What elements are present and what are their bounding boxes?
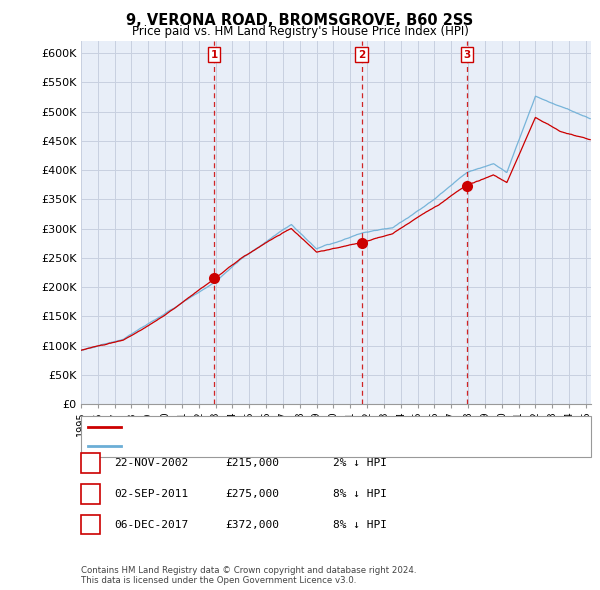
Text: 22-NOV-2002: 22-NOV-2002 [114,458,188,468]
Text: 1: 1 [211,50,218,60]
Text: 8% ↓ HPI: 8% ↓ HPI [333,520,387,529]
Text: £215,000: £215,000 [225,458,279,468]
Text: 2: 2 [86,487,95,500]
Text: 3: 3 [86,518,95,531]
Text: Contains HM Land Registry data © Crown copyright and database right 2024.
This d: Contains HM Land Registry data © Crown c… [81,566,416,585]
Text: 06-DEC-2017: 06-DEC-2017 [114,520,188,529]
Text: 2% ↓ HPI: 2% ↓ HPI [333,458,387,468]
Text: £275,000: £275,000 [225,489,279,499]
Text: Price paid vs. HM Land Registry's House Price Index (HPI): Price paid vs. HM Land Registry's House … [131,25,469,38]
Text: HPI: Average price, detached house, Bromsgrove: HPI: Average price, detached house, Brom… [127,441,395,451]
Text: 1: 1 [86,457,95,470]
Text: 9, VERONA ROAD, BROMSGROVE, B60 2SS (detached house): 9, VERONA ROAD, BROMSGROVE, B60 2SS (det… [127,422,461,432]
Text: £372,000: £372,000 [225,520,279,529]
Text: 9, VERONA ROAD, BROMSGROVE, B60 2SS: 9, VERONA ROAD, BROMSGROVE, B60 2SS [127,13,473,28]
Text: 2: 2 [358,50,365,60]
Text: 3: 3 [463,50,470,60]
Text: 8% ↓ HPI: 8% ↓ HPI [333,489,387,499]
Text: 02-SEP-2011: 02-SEP-2011 [114,489,188,499]
